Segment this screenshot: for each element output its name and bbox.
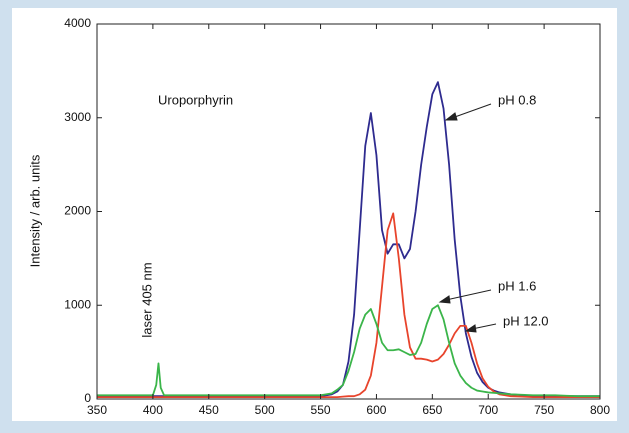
x-tick-label: 700 — [478, 403, 498, 417]
plot — [97, 81, 600, 399]
x-tick-label: 450 — [199, 403, 219, 417]
series-label: pH 12.0 — [503, 313, 549, 328]
x-tick-label: 350 — [87, 403, 107, 417]
arrow — [451, 103, 492, 119]
y-tick-label: 0 — [84, 391, 91, 405]
x-tick-label: 600 — [366, 403, 386, 417]
x-tick-label: 500 — [255, 403, 275, 417]
y-tick-label: 3000 — [64, 110, 91, 124]
annotation: laser 405 nm — [139, 262, 154, 337]
series-label: pH 1.6 — [498, 278, 536, 293]
panel — [12, 8, 617, 421]
arrow-head — [444, 112, 458, 121]
x-tick-label: 750 — [534, 403, 554, 417]
arrows — [438, 103, 497, 333]
arrow-head — [438, 295, 451, 304]
arrow — [445, 289, 492, 301]
x-tick-label: 800 — [590, 403, 610, 417]
x-tick-label: 550 — [311, 403, 331, 417]
annotation: Uroporphyrin — [158, 92, 233, 107]
series-line — [97, 81, 600, 398]
y-tick-label: 4000 — [64, 16, 91, 30]
x-tick-label: 400 — [143, 403, 163, 417]
arrow-head — [464, 324, 477, 333]
arrow — [471, 323, 497, 330]
y-tick-label: 2000 — [64, 204, 91, 218]
y-tick-label: 1000 — [64, 297, 91, 311]
y-axis-label: Intensity / arb. units — [27, 154, 42, 267]
series-line — [97, 304, 600, 398]
x-tick-label: 650 — [422, 403, 442, 417]
series-label: pH 0.8 — [498, 92, 536, 107]
